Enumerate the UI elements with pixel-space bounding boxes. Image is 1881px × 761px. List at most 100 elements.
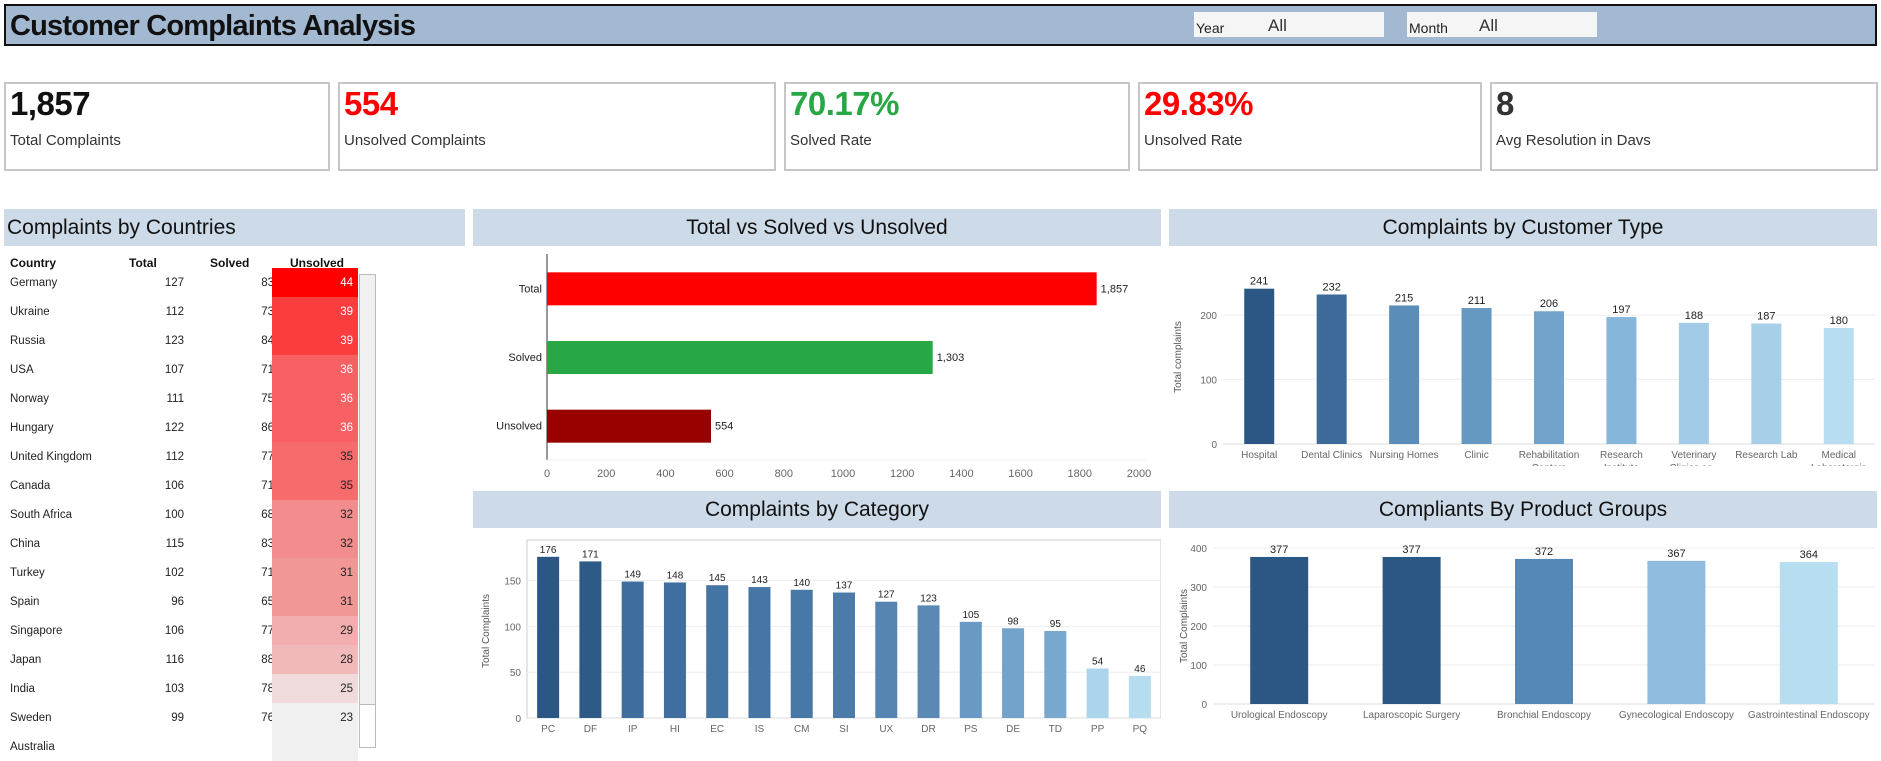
country-cell: Hungary [10, 422, 54, 434]
table-row[interactable]: USA 107 71 36 [4, 355, 374, 384]
table-row[interactable]: Canada 106 71 35 [4, 471, 374, 500]
col-header-unsolved: Unsolved [290, 256, 345, 270]
year-filter-value[interactable]: All [1268, 16, 1287, 35]
country-cell: China [10, 538, 41, 550]
total-cell: 99 [171, 712, 184, 724]
country-cell: Germany [10, 277, 58, 289]
table-scrollbar[interactable] [359, 274, 376, 748]
table-row[interactable]: Japan 116 88 28 [4, 645, 374, 674]
table-row[interactable]: Turkey 102 71 31 [4, 558, 374, 587]
bar-pq [1128, 675, 1151, 718]
y-tick-label: 100 [504, 622, 521, 633]
country-cell: Russia [10, 335, 46, 347]
col-header-total: Total [129, 256, 157, 270]
y-category-label: Total [519, 283, 542, 295]
bar-value-label: 1,303 [937, 352, 965, 364]
table-row[interactable]: Australia [4, 732, 374, 761]
unsolved-cell: 44 [272, 268, 358, 297]
country-cell: Australia [10, 741, 55, 753]
year-filter[interactable]: Year All [1194, 12, 1384, 37]
table-row[interactable]: Sweden 99 76 23 [4, 703, 374, 732]
country-cell: USA [10, 364, 34, 376]
bar-value-label: 377 [1270, 544, 1288, 556]
countries-panel-title: Complaints by Countries [4, 209, 465, 246]
y-category-label: Solved [508, 352, 542, 364]
x-category-label: PQ [1133, 724, 1148, 735]
month-filter-value[interactable]: All [1479, 16, 1498, 35]
bar-hi [663, 582, 686, 718]
bar-value-label: 211 [1468, 295, 1486, 307]
month-filter-label: Month [1409, 20, 1448, 36]
x-category-label: Clinic [1464, 450, 1488, 461]
bar-dental-clinics [1316, 294, 1347, 444]
x-category-label: Research Lab [1735, 450, 1798, 461]
y-axis-title: Total Complaints [1179, 589, 1190, 663]
kpi-unsolved-complaints: 554 Unsolved Complaints [338, 82, 776, 171]
country-cell: Spain [10, 596, 40, 608]
total-cell: 111 [166, 393, 184, 405]
table-row[interactable]: Singapore 106 77 29 [4, 616, 374, 645]
table-row[interactable]: South Africa 100 68 32 [4, 500, 374, 529]
bar-rehabilitation-centers [1534, 311, 1564, 444]
bar-is [748, 587, 771, 718]
country-cell: Canada [10, 480, 51, 492]
y-tick-label: 0 [1211, 440, 1217, 451]
unsolved-cell: 29 [272, 616, 358, 645]
table-row[interactable]: United Kingdom 112 77 35 [4, 442, 374, 471]
table-row[interactable]: Russia 123 84 39 [4, 326, 374, 355]
dashboard-header: Customer Complaints Analysis Year All Mo… [4, 4, 1877, 46]
kpi-value: 1,857 [10, 85, 91, 122]
product-groups-title: Compliants By Product Groups [1169, 491, 1877, 528]
x-category-label: VeterinaryClinics an.. [1669, 450, 1718, 466]
table-row[interactable]: Spain 96 65 31 [4, 587, 374, 616]
y-tick-label: 100 [1190, 661, 1207, 672]
bar-value-label: 171 [582, 549, 599, 560]
scrollbar-thumb[interactable] [360, 704, 375, 747]
bar-value-label: 554 [715, 421, 733, 433]
bar-value-label: 105 [962, 610, 979, 621]
bar-pc [537, 556, 560, 718]
solved-cell: 88 [261, 654, 274, 666]
month-filter[interactable]: Month All [1407, 12, 1597, 37]
table-row[interactable]: Ukraine 112 73 39 [4, 297, 374, 326]
bar-value-label: 140 [793, 578, 810, 589]
col-header-solved: Solved [210, 256, 250, 270]
x-category-label: UX [879, 724, 893, 735]
y-axis-title: Total complaints [1173, 321, 1184, 393]
bar-ps [959, 621, 982, 718]
country-cell: Ukraine [10, 306, 50, 318]
table-row[interactable]: India 103 78 25 [4, 674, 374, 703]
solved-cell: 86 [261, 422, 274, 434]
total-cell: 112 [165, 451, 184, 463]
bar-value-label: 123 [920, 593, 937, 604]
kpi-label: Unsolved Complaints [344, 132, 486, 149]
x-tick-label: 200 [597, 468, 615, 480]
bar-value-label: 197 [1612, 304, 1630, 316]
bar-pp [1086, 668, 1109, 718]
bar-value-label: 188 [1685, 310, 1703, 322]
table-row[interactable]: Germany 127 83 44 [4, 268, 374, 297]
table-row[interactable]: China 115 83 32 [4, 529, 374, 558]
y-tick-label: 300 [1190, 583, 1207, 594]
table-row[interactable]: Hungary 122 86 36 [4, 413, 374, 442]
total-cell: 100 [164, 509, 184, 521]
unsolved-cell: 32 [272, 529, 358, 558]
kpi-unsolved-rate: 29.83% Unsolved Rate [1138, 82, 1482, 171]
kpi-value: 8 [1496, 85, 1514, 122]
x-category-label: PP [1091, 724, 1105, 735]
bar-ux [875, 601, 898, 718]
x-category-label: Gastrointestinal Endoscopy [1748, 710, 1870, 721]
unsolved-cell: 35 [272, 442, 358, 471]
table-row[interactable]: Norway 111 75 36 [4, 384, 374, 413]
bar-veterinary-clinics-an- [1678, 322, 1709, 444]
unsolved-cell: 31 [272, 587, 358, 616]
solved-cell: 84 [261, 335, 274, 347]
total-cell: 116 [165, 654, 184, 666]
country-cell: Norway [10, 393, 49, 405]
x-tick-label: 1800 [1068, 468, 1092, 480]
x-category-label: TD [1049, 724, 1062, 735]
unsolved-cell: 28 [272, 645, 358, 674]
kpi-value: 29.83% [1144, 85, 1253, 122]
bar-nursing-homes [1389, 305, 1420, 444]
y-tick-label: 200 [1200, 311, 1217, 322]
